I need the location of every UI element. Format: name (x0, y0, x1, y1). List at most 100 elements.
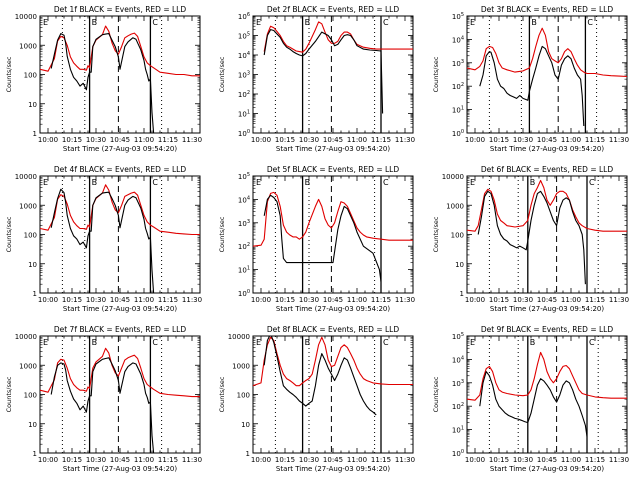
marker-label-e: E (470, 338, 475, 347)
x-tick-label: 11:30 (609, 136, 629, 144)
x-axis-label: Start Time (27-Aug-03 09:54:20) (63, 145, 177, 153)
y-axis-label: Counts/sec (432, 56, 440, 92)
x-tick-label: 11:30 (182, 456, 202, 464)
panel-title: Det 8f BLACK = Events, RED = LLD (267, 325, 400, 334)
y-tick-label: 104 (452, 35, 464, 44)
y-tick-label: 103 (238, 71, 250, 80)
y-axis-label: Counts/sec (218, 376, 226, 412)
x-tick-label: 10:45 (537, 136, 557, 144)
series-line-events (263, 29, 384, 114)
x-tick-label: 11:00 (561, 136, 581, 144)
y-tick-label: 101 (452, 426, 464, 435)
y-tick-label: 104 (238, 195, 250, 204)
x-tick-label: 10:30 (513, 456, 533, 464)
x-tick-label: 11:15 (158, 456, 178, 464)
series-line-lld (467, 27, 627, 78)
series-line-lld (263, 21, 413, 53)
x-tick-label: 10:45 (537, 296, 557, 304)
y-tick-label: 100 (237, 392, 250, 400)
detector-panel-1: Det 1f BLACK = Events, RED = LLD E B C 10:00… (5, 5, 202, 153)
x-tick-label: 11:00 (134, 456, 154, 464)
detector-panel-4: Det 4f BLACK = Events, RED = LLD E B C 10:00… (5, 165, 202, 313)
x-tick-label: 10:15 (489, 296, 509, 304)
marker-label-b: B (531, 18, 537, 27)
y-tick-label: 100 (452, 129, 464, 138)
y-axis-label: Counts/sec (432, 376, 440, 412)
y-axis-label: Counts/sec (218, 216, 226, 252)
marker-label-b: B (530, 338, 536, 347)
y-axis-label: Counts/sec (218, 56, 226, 92)
detector-panel-6: Det 6f BLACK = Events, RED = LLD E B C 10:00… (432, 165, 629, 313)
detector-panel-2: Det 2f BLACK = Events, RED = LLD E B C 10:00… (218, 5, 415, 153)
x-axis-label: Start Time (27-Aug-03 09:54:20) (63, 465, 177, 473)
x-tick-label: 10:00 (251, 456, 271, 464)
marker-label-b: B (92, 338, 98, 347)
x-tick-label: 11:00 (134, 136, 154, 144)
y-tick-label: 101 (452, 106, 464, 115)
x-tick-label: 11:30 (609, 296, 629, 304)
x-axis-label: Start Time (27-Aug-03 09:54:20) (490, 145, 604, 153)
y-tick-label: 10 (28, 421, 37, 429)
y-tick-label: 102 (452, 402, 464, 411)
detector-panel-5: Det 5f BLACK = Events, RED = LLD E B C 10:00… (218, 165, 415, 313)
x-tick-label: 10:15 (62, 136, 82, 144)
x-tick-label: 10:45 (110, 456, 130, 464)
y-tick-label: 10 (241, 421, 250, 429)
panel-title: Det 1f BLACK = Events, RED = LLD (54, 5, 187, 14)
y-tick-label: 1 (33, 130, 37, 138)
y-tick-label: 106 (238, 12, 250, 21)
marker-label-b: B (530, 178, 536, 187)
marker-label-c: C (589, 178, 595, 187)
x-tick-label: 11:15 (585, 456, 605, 464)
y-tick-label: 103 (452, 379, 464, 388)
y-tick-label: 105 (452, 12, 464, 21)
marker-label-e: E (256, 18, 261, 27)
x-tick-label: 10:30 (86, 456, 106, 464)
y-tick-label: 100 (238, 129, 250, 138)
x-tick-label: 10:45 (110, 136, 130, 144)
panel-title: Det 9f BLACK = Events, RED = LLD (481, 325, 614, 334)
x-tick-label: 10:30 (513, 136, 533, 144)
x-tick-label: 10:45 (323, 456, 343, 464)
x-axis-label: Start Time (27-Aug-03 09:54:20) (490, 305, 604, 313)
y-tick-label: 10 (28, 101, 37, 109)
series-line-lld (40, 347, 200, 398)
y-tick-label: 10 (28, 261, 37, 269)
y-tick-label: 100 (238, 289, 250, 298)
series-group (40, 347, 200, 453)
x-tick-label: 11:15 (585, 296, 605, 304)
y-tick-label: 1000 (232, 362, 250, 370)
x-axis-label: Start Time (27-Aug-03 09:54:20) (276, 465, 390, 473)
series-line-events (50, 188, 155, 293)
x-tick-label: 11:00 (561, 296, 581, 304)
x-tick-label: 11:15 (585, 136, 605, 144)
x-tick-label: 11:00 (561, 456, 581, 464)
marker-label-b: B (305, 18, 311, 27)
x-tick-label: 11:30 (182, 136, 202, 144)
marker-label-c: C (152, 178, 158, 187)
series-line-lld (253, 336, 413, 387)
x-tick-label: 10:15 (62, 456, 82, 464)
marker-label-e: E (470, 18, 475, 27)
x-tick-label: 10:00 (38, 296, 58, 304)
y-tick-label: 103 (452, 59, 464, 68)
y-axis-label: Counts/sec (432, 216, 440, 252)
detector-panel-9: Det 9f BLACK = Events, RED = LLD E B C 10:00… (432, 325, 629, 473)
x-tick-label: 10:45 (110, 296, 130, 304)
y-tick-label: 104 (452, 355, 464, 364)
x-tick-label: 11:30 (609, 456, 629, 464)
plot-frame (39, 335, 201, 454)
y-tick-label: 105 (452, 332, 464, 341)
x-tick-label: 10:00 (465, 456, 485, 464)
y-axis-label: Counts/sec (5, 216, 13, 252)
y-tick-label: 1 (246, 450, 250, 458)
x-tick-label: 10:15 (275, 456, 295, 464)
x-axis-label: Start Time (27-Aug-03 09:54:20) (490, 465, 604, 473)
marker-label-e: E (43, 338, 48, 347)
x-tick-label: 10:30 (299, 296, 319, 304)
detector-panel-8: Det 8f BLACK = Events, RED = LLD E B C 10:00… (218, 325, 415, 473)
x-tick-label: 10:15 (275, 296, 295, 304)
x-tick-label: 10:30 (299, 456, 319, 464)
plot-frame (252, 175, 414, 294)
marker-label-b: B (305, 178, 311, 187)
